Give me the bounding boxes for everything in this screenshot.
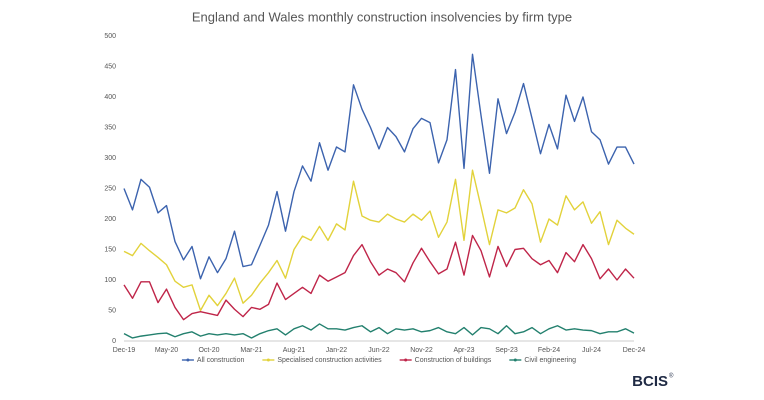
legend-label: Construction of buildings bbox=[415, 357, 492, 364]
legend-marker bbox=[186, 358, 190, 362]
registered-mark: ® bbox=[669, 373, 674, 380]
legend-marker bbox=[404, 358, 408, 362]
y-tick-label: 200 bbox=[104, 216, 116, 223]
y-tick-label: 0 bbox=[112, 338, 116, 345]
brand-logo: BCIS bbox=[632, 373, 668, 390]
x-tick-label: Oct-20 bbox=[198, 347, 219, 354]
y-tick-label: 50 bbox=[108, 307, 116, 314]
y-tick-label: 500 bbox=[104, 33, 116, 40]
series-line bbox=[123, 53, 635, 280]
x-tick-label: May-20 bbox=[155, 347, 178, 354]
x-tick-label: Jan-22 bbox=[326, 347, 348, 354]
y-tick-label: 300 bbox=[104, 155, 116, 162]
series-line bbox=[123, 234, 635, 321]
x-tick-label: Aug-21 bbox=[283, 347, 306, 354]
y-tick-label: 400 bbox=[104, 94, 116, 101]
x-tick-label: Nov-22 bbox=[410, 347, 433, 354]
series-line bbox=[123, 323, 635, 339]
x-tick-label: Jul-24 bbox=[582, 347, 601, 354]
x-tick-label: Feb-24 bbox=[538, 347, 560, 354]
x-tick-label: Sep-23 bbox=[495, 347, 518, 354]
legend-marker bbox=[513, 358, 517, 362]
legend-label: Civil engineering bbox=[524, 357, 576, 364]
y-tick-label: 450 bbox=[104, 63, 116, 70]
x-tick-label: Apr-23 bbox=[453, 347, 474, 354]
x-tick-label: Jun-22 bbox=[368, 347, 390, 354]
y-tick-label: 250 bbox=[104, 185, 116, 192]
series-line bbox=[123, 169, 635, 312]
y-tick-label: 100 bbox=[104, 277, 116, 284]
chart-title: England and Wales monthly construction i… bbox=[192, 9, 572, 24]
x-tick-label: Mar-21 bbox=[240, 347, 262, 354]
x-tick-label: Dec-24 bbox=[623, 347, 646, 354]
legend-marker bbox=[266, 358, 270, 362]
y-tick-label: 150 bbox=[104, 246, 116, 253]
legend-label: Specialised construction activities bbox=[277, 357, 382, 364]
legend-label: All construction bbox=[197, 357, 245, 364]
x-tick-label: Dec-19 bbox=[113, 347, 136, 354]
y-tick-label: 350 bbox=[104, 124, 116, 131]
